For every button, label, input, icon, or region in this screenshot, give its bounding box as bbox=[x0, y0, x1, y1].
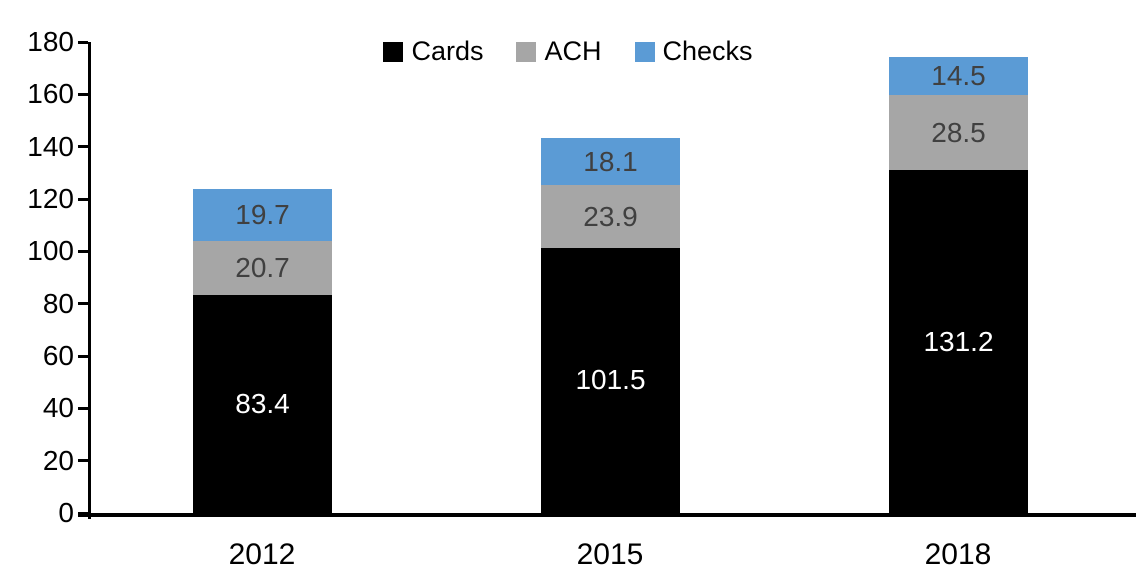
y-axis-tick bbox=[78, 198, 88, 201]
x-axis-category-label: 2012 bbox=[228, 538, 296, 571]
bar-segment-cards-2015: 101.5 bbox=[541, 247, 680, 513]
bar-value-label: 83.4 bbox=[235, 388, 290, 419]
y-axis-tick bbox=[78, 250, 88, 253]
bar-segment-cards-2018: 131.2 bbox=[889, 170, 1028, 513]
y-axis-tick-label: 180 bbox=[27, 26, 74, 57]
y-axis-tick bbox=[78, 459, 88, 462]
y-axis-line bbox=[88, 42, 91, 519]
bar-value-label: 14.5 bbox=[931, 60, 986, 91]
y-axis-tick bbox=[78, 41, 88, 44]
y-axis-tick-label: 120 bbox=[27, 183, 74, 214]
y-axis-tick-label: 0 bbox=[58, 497, 74, 528]
y-axis-tick bbox=[78, 355, 88, 358]
bar-segment-checks-2012: 19.7 bbox=[193, 189, 332, 241]
bar-segment-ach-2015: 23.9 bbox=[541, 185, 680, 248]
bar-segment-cards-2012: 83.4 bbox=[193, 295, 332, 513]
x-axis-line bbox=[78, 513, 1136, 517]
y-axis-tick-label: 160 bbox=[27, 78, 74, 110]
bar-value-label: 101.5 bbox=[575, 364, 646, 395]
x-axis-category-label: 2015 bbox=[576, 538, 644, 571]
bar-value-label: 23.9 bbox=[583, 200, 638, 232]
y-axis-tick-label: 20 bbox=[42, 444, 74, 476]
legend-label-ach: ACH bbox=[544, 36, 602, 66]
bar-value-label: 19.7 bbox=[235, 199, 290, 230]
chart-legend: Cards ACH Checks bbox=[0, 38, 1136, 65]
x-axis-category-label: 2018 bbox=[924, 538, 992, 571]
legend-item-cards: Cards bbox=[383, 38, 483, 65]
legend-item-ach: ACH bbox=[516, 36, 602, 66]
y-axis-tick-label: 40 bbox=[42, 392, 74, 424]
bar-segment-ach-2018: 28.5 bbox=[889, 95, 1028, 170]
legend-label-checks: Checks bbox=[662, 36, 753, 66]
y-axis-tick bbox=[78, 93, 88, 96]
y-axis-tick bbox=[78, 145, 88, 148]
legend-swatch-ach-icon bbox=[516, 41, 537, 62]
y-axis-tick bbox=[78, 407, 88, 410]
legend-label-cards: Cards bbox=[411, 36, 484, 66]
bar-value-label: 18.1 bbox=[583, 145, 638, 177]
y-axis-tick-label: 100 bbox=[27, 235, 74, 267]
y-axis-tick-label: 140 bbox=[27, 130, 74, 162]
y-axis-tick-label: 80 bbox=[42, 287, 74, 319]
legend-swatch-cards-icon bbox=[383, 41, 404, 62]
bar-segment-checks-2015: 18.1 bbox=[541, 138, 680, 185]
bar-value-label: 131.2 bbox=[923, 325, 994, 357]
legend-swatch-checks-icon bbox=[634, 41, 655, 62]
bar-value-label: 28.5 bbox=[931, 116, 986, 148]
y-axis-tick bbox=[78, 302, 88, 305]
bar-value-label: 20.7 bbox=[235, 252, 290, 283]
legend-item-checks: Checks bbox=[634, 36, 753, 66]
bar-segment-checks-2018: 14.5 bbox=[889, 57, 1028, 95]
y-axis-tick bbox=[78, 512, 88, 515]
bar-segment-ach-2012: 20.7 bbox=[193, 241, 332, 295]
y-axis-tick-label: 60 bbox=[42, 340, 74, 371]
